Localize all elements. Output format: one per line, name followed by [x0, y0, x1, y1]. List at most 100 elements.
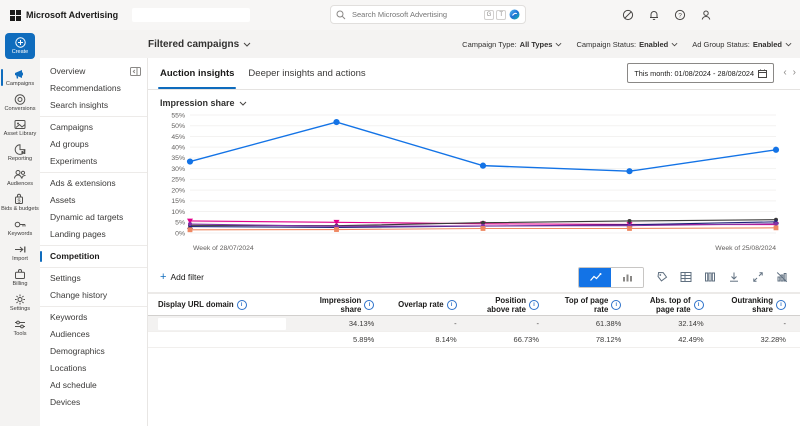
nav-item-locations[interactable]: Locations [50, 363, 87, 373]
search-input[interactable] [350, 9, 482, 20]
info-icon[interactable]: i [528, 299, 539, 310]
asset-library-icon [13, 118, 27, 131]
column-header-impression-share[interactable]: Impression share i [306, 296, 388, 314]
help-icon[interactable]: ? [673, 9, 686, 22]
chevron-down-icon [671, 42, 678, 47]
info-icon[interactable]: i [611, 299, 622, 310]
rail-item-import[interactable]: Import [0, 240, 40, 265]
rail-item-keywords[interactable]: Keywords [0, 215, 40, 240]
rail-item-asset-library[interactable]: Asset Library [0, 115, 40, 140]
global-search[interactable]: G T [330, 5, 526, 24]
svg-text:55%: 55% [171, 112, 185, 119]
column-header-abs-top-of-page-rate[interactable]: Abs. top of page rate i [635, 296, 717, 314]
account-icon[interactable] [699, 9, 712, 22]
filter-ad-group-status[interactable]: Ad Group Status: Enabled [692, 40, 792, 49]
create-button[interactable]: Create [5, 33, 35, 59]
table-icon[interactable] [679, 271, 692, 284]
column-header-display-url-domain[interactable]: Display URL domain i [148, 299, 306, 310]
nav-item-ad-schedule[interactable]: Ad schedule [50, 380, 97, 390]
rail-item-settings[interactable]: Settings [0, 290, 40, 315]
nav-item-landing-pages[interactable]: Landing pages [50, 229, 106, 239]
nav-item-change-history[interactable]: Change history [50, 290, 108, 300]
nav-item-devices[interactable]: Devices [50, 397, 81, 407]
column-header-position-above-rate[interactable]: Position above rate i [471, 296, 553, 314]
nav-item-demographics[interactable]: Demographics [50, 346, 105, 356]
rail-item-billing[interactable]: Billing [0, 265, 40, 290]
date-range-picker[interactable]: This month: 01/08/2024 - 28/08/2024 [627, 63, 774, 83]
value-cell: 5.89% [353, 335, 375, 344]
impression-share-chart: 55% 50% 45% 40% 35% 30% 25% 20% 15% 10% 5% 0% Week o… [160, 108, 788, 262]
tab-auction-insights[interactable]: Auction insights [158, 58, 237, 89]
main-content: Auction insights Deeper insights and acti… [148, 58, 800, 426]
date-prev-button[interactable]: ‹ [783, 66, 787, 78]
nav-item-ads-extensions[interactable]: Ads & extensions [50, 178, 116, 188]
rail-item-conversions[interactable]: Conversions [0, 90, 40, 115]
collapse-panel-icon[interactable] [130, 67, 141, 76]
column-header-top-of-page-rate[interactable]: Top of page rate i [553, 296, 635, 314]
nav-item-assets[interactable]: Assets [50, 195, 76, 205]
chart-metric-dropdown[interactable]: Impression share [160, 98, 788, 108]
tab-deeper-insights-and-actions[interactable]: Deeper insights and actions [248, 68, 366, 79]
import-icon [13, 243, 27, 256]
header-filters: Campaign Type: All Types Campaign Status… [462, 30, 792, 58]
info-icon[interactable]: i [693, 299, 704, 310]
hide-chart-icon[interactable] [775, 271, 788, 284]
tabs-row: Auction insights Deeper insights and acti… [148, 58, 800, 90]
chart-block: Impression share 55% 50% 45% 40% 35% 30% 25% 20… [148, 90, 800, 262]
svg-text:Week of 25/08/2024: Week of 25/08/2024 [715, 245, 776, 252]
info-icon[interactable]: i [236, 299, 247, 310]
columns-icon[interactable] [703, 271, 716, 284]
column-header-outranking-share[interactable]: Outranking share i [718, 296, 800, 314]
bar-chart-toggle[interactable] [611, 267, 643, 287]
notifications-icon[interactable] [647, 9, 660, 22]
nav-item-ad-groups[interactable]: Ad groups [50, 139, 89, 149]
nav-item-search-insights[interactable]: Search insights [50, 100, 109, 110]
create-label: Create [11, 49, 29, 55]
value-cell: - [536, 319, 539, 328]
date-next-button[interactable]: › [792, 66, 796, 78]
add-filter-button[interactable]: + Add filter [160, 271, 204, 283]
table-row[interactable]: 5.89% 8.14% 66.73% 78.12% 42.49% 32.28% [148, 332, 800, 348]
nav-item-competition[interactable]: Competition [40, 248, 147, 265]
nav-item-experiments[interactable]: Experiments [50, 156, 98, 166]
chevron-down-icon [243, 42, 251, 47]
rail-item-tools[interactable]: Tools [0, 315, 40, 340]
page-title[interactable]: Filtered campaigns [148, 39, 251, 50]
plus-circle-icon [14, 37, 26, 48]
chevron-down-icon [555, 42, 562, 47]
nav-item-audiences[interactable]: Audiences [50, 329, 90, 339]
column-header-overlap-rate[interactable]: Overlap rate i [388, 299, 470, 310]
value-cell: 32.14% [678, 319, 704, 328]
rail-item-audiences[interactable]: Audiences [0, 165, 40, 190]
nav-item-settings[interactable]: Settings [50, 273, 81, 283]
nav-item-keywords[interactable]: Keywords [50, 312, 88, 322]
rail-item-bids-budgets[interactable]: $ Bids & budgets [0, 190, 40, 215]
expand-icon[interactable] [751, 271, 764, 284]
table-row[interactable]: 34.13% - - 61.38% 32.14% - [148, 316, 800, 332]
rail-item-campaigns[interactable]: Campaigns [0, 65, 40, 90]
nav-item-dynamic-ad-targets[interactable]: Dynamic ad targets [50, 212, 124, 222]
nav-item-recommendations[interactable]: Recommendations [50, 83, 121, 93]
value-cell: 78.12% [595, 335, 622, 344]
info-icon[interactable]: i [364, 299, 375, 310]
value-cell: 61.38% [595, 319, 622, 328]
nav-item-overview[interactable]: Overview [40, 63, 147, 80]
left-rail: Create Campaigns Conversions Asset Libra… [0, 30, 40, 426]
filter-campaign-status[interactable]: Campaign Status: Enabled [576, 40, 678, 49]
info-icon[interactable]: i [775, 299, 786, 310]
conversions-icon [13, 93, 27, 106]
line-chart-toggle[interactable] [579, 267, 611, 287]
nav-item-campaigns[interactable]: Campaigns [50, 122, 93, 132]
download-icon[interactable] [727, 271, 740, 284]
svg-text:Week of 28/07/2024: Week of 28/07/2024 [193, 245, 254, 252]
svg-text:?: ? [678, 12, 682, 19]
tags-icon[interactable] [655, 271, 668, 284]
info-icon[interactable]: i [446, 299, 457, 310]
tools-icon [13, 318, 27, 331]
reporting-icon [13, 143, 27, 156]
theme-toggle-icon[interactable] [621, 9, 634, 22]
filter-campaign-type[interactable]: Campaign Type: All Types [462, 40, 562, 49]
svg-text:0%: 0% [175, 230, 185, 237]
rail-item-reporting[interactable]: Reporting [0, 140, 40, 165]
copilot-icon[interactable] [509, 9, 520, 20]
